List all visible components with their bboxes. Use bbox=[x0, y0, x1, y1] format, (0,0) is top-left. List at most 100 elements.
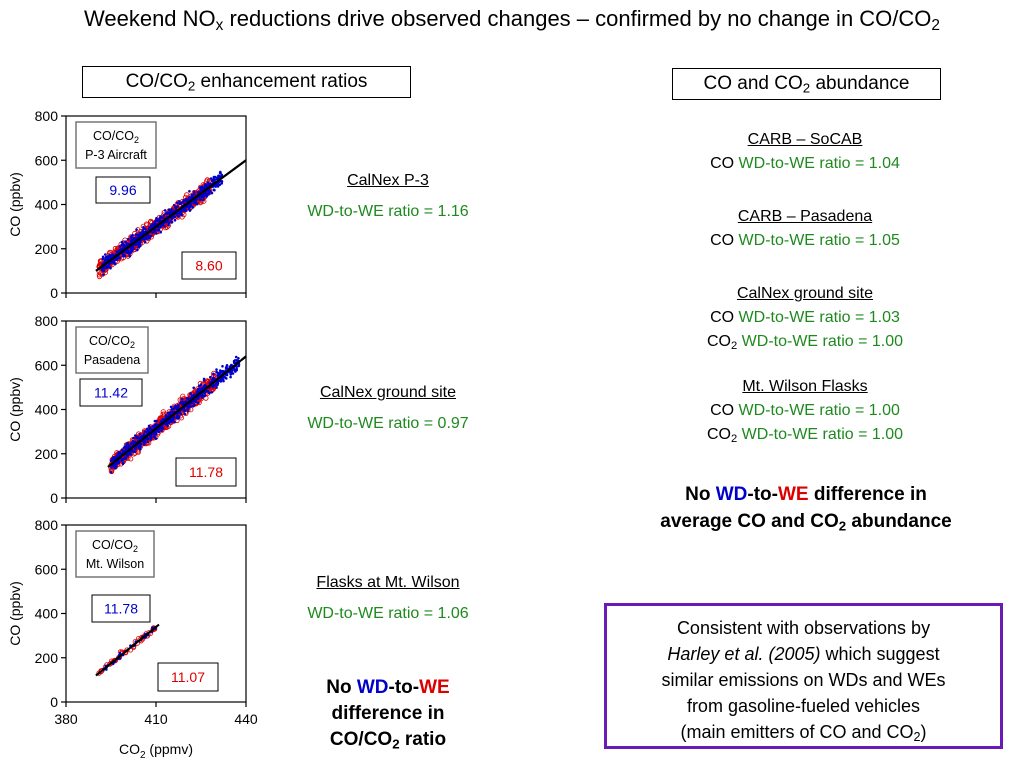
data-point bbox=[182, 400, 185, 404]
data-point bbox=[137, 637, 143, 643]
mid-label-name: CalNex P-3 bbox=[347, 172, 429, 189]
data-point bbox=[130, 238, 134, 242]
data-point bbox=[148, 226, 152, 229]
data-point bbox=[168, 418, 172, 422]
data-point bbox=[133, 440, 137, 444]
weekday-ratio-box bbox=[79, 378, 143, 407]
data-point bbox=[143, 439, 147, 442]
data-point bbox=[215, 368, 218, 371]
data-point bbox=[188, 207, 191, 211]
weekend-ratio-box bbox=[157, 662, 219, 692]
data-point bbox=[142, 225, 145, 229]
data-point bbox=[213, 178, 217, 182]
data-point bbox=[172, 203, 176, 207]
abundance-name: CARB – SoCAB bbox=[747, 131, 863, 148]
abundance-name: CARB – Pasadena bbox=[737, 208, 873, 225]
data-point bbox=[120, 448, 124, 452]
data-point bbox=[112, 261, 116, 264]
data-point bbox=[229, 373, 232, 376]
data-point bbox=[184, 192, 190, 198]
data-point bbox=[135, 228, 138, 231]
data-point bbox=[106, 255, 109, 258]
data-point bbox=[126, 250, 130, 254]
data-point bbox=[138, 443, 142, 447]
fit-line-solid bbox=[95, 623, 160, 677]
data-point bbox=[167, 223, 170, 227]
data-point bbox=[225, 364, 229, 367]
data-point bbox=[131, 234, 134, 237]
data-point bbox=[179, 400, 183, 404]
y-tick-label: 0 bbox=[50, 285, 58, 301]
data-point bbox=[144, 227, 147, 231]
data-point bbox=[203, 193, 207, 196]
data-point bbox=[160, 429, 163, 433]
harley-note-box: Consistent with observations by Harley e… bbox=[604, 603, 1003, 749]
data-point bbox=[138, 433, 142, 436]
mid-label-ratio: WD-to-WE ratio = 1.16 bbox=[307, 203, 469, 220]
data-point bbox=[103, 258, 106, 261]
data-point bbox=[229, 375, 232, 379]
data-point bbox=[190, 196, 194, 199]
data-point bbox=[195, 197, 198, 201]
abundance-mt-wilson: Mt. Wilson Flasks CO WD-to-WE ratio = 1.… bbox=[660, 375, 950, 447]
data-point bbox=[154, 232, 158, 235]
x-tick-label: 410 bbox=[144, 711, 168, 727]
data-point bbox=[109, 468, 115, 475]
panel-label-line1: CO/CO2 bbox=[89, 334, 135, 350]
right-conclusion: No WD-to-WE difference in average CO and… bbox=[660, 484, 952, 534]
weekend-ratio-box bbox=[181, 251, 237, 280]
data-point bbox=[203, 184, 207, 188]
data-point bbox=[203, 383, 206, 387]
page-title: Weekend NOx reductions drive observed ch… bbox=[84, 6, 940, 34]
data-point bbox=[147, 437, 150, 440]
data-point bbox=[218, 171, 222, 175]
scatter-panel-3: 0 200 400 600 800 CO (ppbv) 380 410 440 CO2 (ppmv… bbox=[7, 517, 258, 761]
data-point bbox=[194, 199, 197, 203]
data-point bbox=[176, 417, 180, 420]
data-point bbox=[145, 237, 148, 241]
data-point bbox=[125, 456, 128, 460]
scatter-panel-2: 0 200 400 600 800 CO (ppbv) CO/CO2 Pasadena 11.4… bbox=[7, 313, 247, 506]
data-point bbox=[120, 243, 123, 247]
data-point bbox=[216, 176, 220, 179]
y-tick-label: 600 bbox=[35, 561, 59, 577]
data-point bbox=[210, 391, 213, 394]
panel-label-box bbox=[75, 121, 157, 169]
data-point bbox=[114, 258, 117, 261]
data-point bbox=[128, 456, 134, 462]
data-point bbox=[132, 450, 135, 454]
scatter-charts: 0 200 400 600 800 CO (ppbv) CO/CO2 P-3 Aircraft… bbox=[7, 108, 258, 761]
data-point bbox=[123, 254, 126, 258]
data-point bbox=[155, 228, 159, 232]
data-point bbox=[193, 399, 197, 403]
data-point bbox=[193, 403, 196, 406]
data-point bbox=[192, 190, 196, 194]
data-point bbox=[159, 230, 162, 234]
data-point bbox=[162, 214, 166, 217]
y-tick-label: 400 bbox=[35, 402, 59, 418]
data-point bbox=[232, 359, 236, 363]
x-tick-label: 380 bbox=[54, 711, 78, 727]
data-point bbox=[180, 213, 183, 216]
data-point bbox=[190, 204, 193, 208]
mid-label-name: Flasks at Mt. Wilson bbox=[316, 574, 460, 591]
data-point bbox=[132, 436, 135, 440]
weekend-ratio-box bbox=[175, 457, 237, 487]
data-point bbox=[196, 401, 200, 405]
abundance-socab: CARB – SoCAB CO WD-to-WE ratio = 1.04 bbox=[660, 128, 950, 176]
data-point bbox=[212, 175, 216, 179]
data-point bbox=[167, 221, 171, 225]
data-point bbox=[115, 257, 119, 260]
y-axis-label: CO (ppbv) bbox=[7, 172, 23, 237]
data-point bbox=[122, 246, 125, 249]
y-tick-label: 600 bbox=[35, 357, 59, 373]
data-point bbox=[170, 217, 174, 221]
data-point bbox=[135, 236, 138, 240]
data-point bbox=[137, 240, 141, 244]
mid-label-ground: CalNex ground site WD-to-WE ratio = 0.97 bbox=[278, 381, 498, 436]
panel-label-box bbox=[75, 326, 149, 374]
data-point bbox=[221, 365, 224, 368]
data-point bbox=[159, 225, 162, 229]
data-point bbox=[122, 461, 125, 465]
data-point bbox=[149, 436, 153, 439]
